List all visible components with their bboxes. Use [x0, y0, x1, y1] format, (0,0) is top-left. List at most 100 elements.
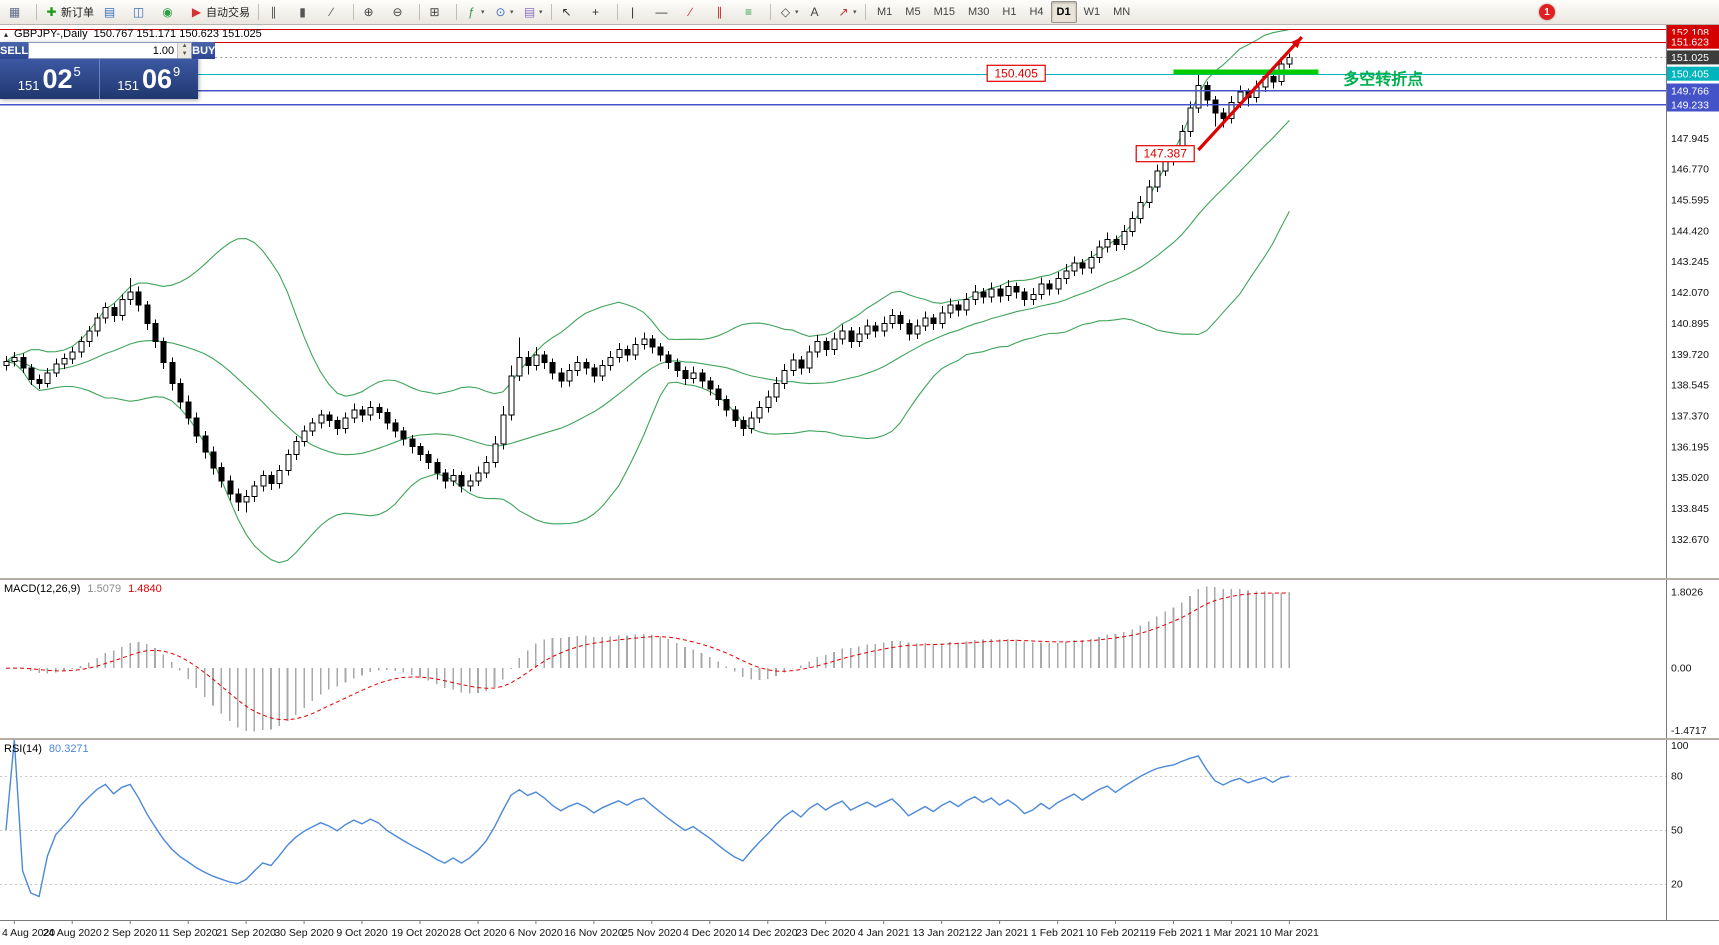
resistance-bar [1173, 69, 1319, 75]
volume-spinner: ▲ ▼ [177, 43, 192, 58]
toolbar-separator [258, 4, 259, 20]
date-label: 4 Dec 2020 [683, 927, 737, 939]
notifications-badge[interactable]: 1 [1539, 4, 1555, 20]
svg-text:135.020: 135.020 [1671, 472, 1709, 484]
svg-text:132.670: 132.670 [1671, 534, 1709, 546]
timeframe-m1-button[interactable]: M1 [877, 6, 893, 18]
macd-histogram [5, 586, 1291, 732]
date-label: 25 Nov 2020 [622, 927, 682, 939]
market-watch-button[interactable]: ▤ [99, 1, 127, 23]
price-tag [1667, 97, 1719, 112]
dropdown-caret-icon: ▾ [510, 9, 514, 16]
svg-text:138.545: 138.545 [1671, 380, 1709, 392]
date-label: 1 Feb 2021 [1031, 927, 1084, 939]
trendline-button[interactable]: ∕ [680, 1, 708, 23]
timeframe-m30-button[interactable]: M30 [967, 6, 990, 18]
line-chart-button[interactable]: ∕ [321, 1, 349, 23]
rsi-axis-label: 50 [1671, 825, 1683, 837]
tile-windows-button[interactable]: ⊞ [424, 1, 452, 23]
crosshair-icon: + [591, 5, 599, 19]
arrows-button[interactable]: ↗ ▾ [833, 1, 861, 23]
zoom-in-button[interactable]: ⊕ [358, 1, 386, 23]
macd-name: MACD(12,26,9) [4, 583, 81, 595]
svg-text:137.370: 137.370 [1671, 411, 1709, 423]
fibonacci-button[interactable]: ≡ [738, 1, 766, 23]
horizontal-lines [0, 29, 1666, 106]
chart-window-icon: ▦ [8, 5, 21, 19]
date-label: 16 Nov 2020 [564, 927, 624, 939]
autotrading-button[interactable]: ▶ 自动交易 [186, 1, 254, 23]
periods-button[interactable]: ⊙ ▾ [490, 1, 518, 23]
svg-text:142.070: 142.070 [1671, 287, 1709, 299]
horizontal-line-button[interactable]: — [651, 1, 679, 23]
ohlc-values: 150.767 151.171 150.623 151.025 [93, 28, 262, 40]
autotrading-button-label: 自动交易 [206, 7, 250, 19]
vertical-line-button[interactable]: | [622, 1, 650, 23]
timeframe-mn-button[interactable]: MN [1113, 6, 1131, 18]
volume-input[interactable] [29, 43, 178, 58]
date-label: 21 Sep 2020 [216, 927, 276, 939]
trend-arrow [1197, 35, 1303, 152]
date-label: 11 Sep 2020 [159, 927, 218, 939]
text-button[interactable]: A [804, 1, 832, 23]
templates-button[interactable]: ▤ ▾ [519, 1, 547, 23]
pane-marker-icon: ▴ [4, 29, 9, 39]
price-annotation-box[interactable] [986, 64, 1046, 82]
timeframe-h1-button[interactable]: H1 [1002, 6, 1017, 18]
zoom-out-icon: ⊖ [392, 5, 403, 19]
macd-axis-label: -1.4717 [1671, 725, 1707, 737]
indicators-icon: ƒ [468, 5, 475, 19]
annotation-note[interactable]: 多空转折点 [1343, 69, 1423, 88]
bb-lower-band [5, 210, 1290, 564]
channel-button[interactable]: ∥ [709, 1, 737, 23]
svg-text:144.420: 144.420 [1671, 225, 1709, 237]
macd-canvas[interactable]: 1.8026 0.00 -1.4717 [0, 580, 1719, 738]
timeframe-m5-button[interactable]: M5 [905, 6, 921, 18]
date-label: 2 Sep 2020 [103, 927, 157, 939]
buy-header: BUY [192, 42, 216, 59]
rsi-canvas[interactable]: 100 80 50 20 [0, 740, 1719, 920]
navigator-icon: ◉ [162, 5, 173, 19]
volume-increase-button[interactable]: ▲ [178, 43, 192, 51]
main-chart-canvas[interactable]: 150.405 147.387 多空转折点 147.945 146.770 145.595… [0, 25, 1719, 578]
toolbar-separator [36, 4, 37, 20]
dropdown-caret-icon: ▾ [481, 9, 485, 16]
text-icon: A [810, 5, 819, 19]
svg-text:150.405: 150.405 [1671, 69, 1709, 81]
cursor-button[interactable]: ↖ [556, 1, 584, 23]
date-label: 30 Sep 2020 [274, 927, 334, 939]
date-label: 4 Jan 2021 [858, 927, 910, 939]
zoom-out-button[interactable]: ⊖ [387, 1, 415, 23]
navigator-button[interactable]: ◉ [157, 1, 185, 23]
timeframe-h4-button[interactable]: H4 [1029, 6, 1044, 18]
candlestick-chart-button[interactable]: ▮ [292, 1, 320, 23]
svg-text:143.245: 143.245 [1671, 256, 1709, 268]
toolbar-separator [865, 4, 866, 20]
timeframe-m15-button[interactable]: M15 [933, 6, 955, 18]
pane-separator[interactable] [0, 578, 1719, 580]
price-annotation-box[interactable] [1135, 145, 1195, 163]
macd-signal-line [5, 592, 1290, 721]
crosshair-button[interactable]: + [585, 1, 613, 23]
pane-separator[interactable] [0, 738, 1719, 740]
bar-chart-icon: ∥ [270, 5, 277, 19]
one-click-trading-panel: SELL ▲ ▼ BUY 151 02 5 151 [0, 42, 216, 99]
trendline-icon: ∕ [689, 5, 692, 19]
sell-button[interactable]: 151 02 5 [17, 63, 81, 94]
date-label: 14 Dec 2020 [738, 927, 798, 939]
shapes-button[interactable]: ◇ ▾ [775, 1, 803, 23]
timeframe-d1-button[interactable]: D1 [1050, 1, 1077, 23]
bar-chart-button[interactable]: ∥ [263, 1, 291, 23]
data-window-button[interactable]: ◫ [128, 1, 156, 23]
indicators-button[interactable]: ƒ ▾ [461, 1, 489, 23]
svg-text:149.233: 149.233 [1671, 99, 1709, 111]
chart-window-button[interactable]: ▦ [4, 1, 32, 23]
date-label: 4 Aug 2020 [2, 927, 55, 939]
new-order-button[interactable]: ✚ 新订单 [41, 1, 98, 23]
buy-button[interactable]: 151 06 9 [117, 63, 181, 94]
timeframe-w1-button[interactable]: W1 [1083, 6, 1101, 18]
date-label: 10 Feb 2021 [1086, 927, 1145, 939]
volume-decrease-button[interactable]: ▼ [178, 50, 192, 58]
toolbar-separator [617, 4, 618, 20]
